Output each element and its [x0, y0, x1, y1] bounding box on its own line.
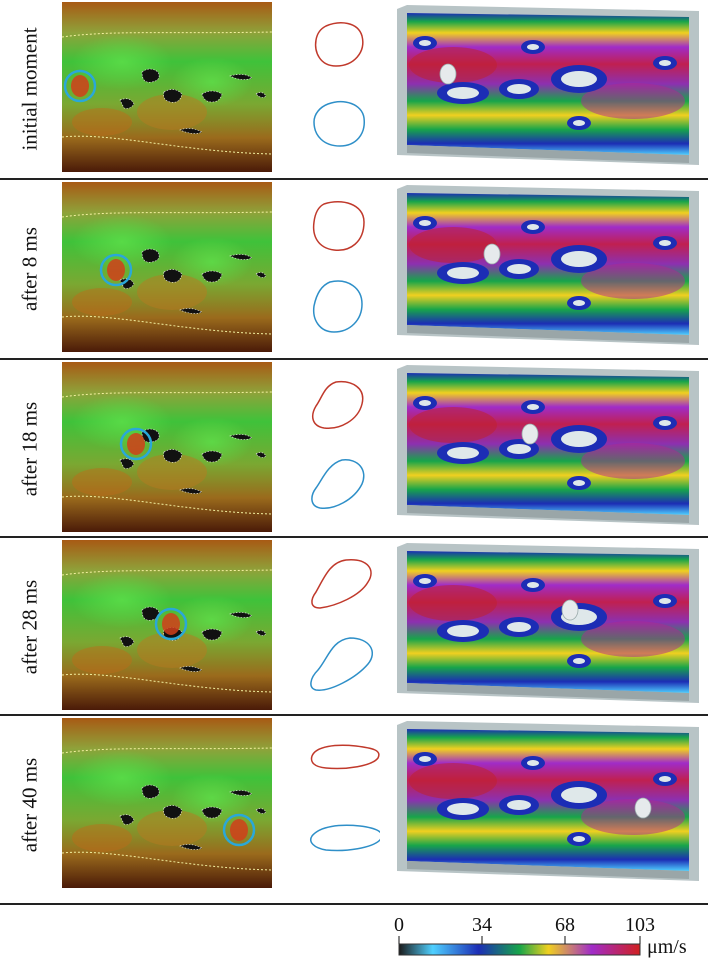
- velocity-field-simulation: [393, 543, 699, 713]
- velocity-field-simulation: [393, 365, 699, 535]
- velocity-field-simulation: [393, 721, 699, 891]
- microscopy-image: [62, 2, 272, 172]
- colorbar-gradient: [398, 936, 641, 956]
- simulated-shape-outline: [313, 100, 365, 147]
- tracked-cell-marker: [119, 427, 153, 461]
- timestep-row: after 28 ms: [0, 538, 708, 716]
- colorbar-unit: μm/s: [647, 936, 687, 958]
- experimental-shape-outline: [314, 22, 364, 67]
- timestep-label: initial moment: [17, 27, 42, 151]
- tracked-cell-marker: [63, 69, 97, 103]
- row-divider: [0, 903, 708, 905]
- row-divider: [0, 714, 708, 716]
- timestep-label: after 18 ms: [17, 401, 42, 497]
- simulated-cell: [561, 599, 579, 621]
- simulated-shape-outline: [310, 824, 383, 852]
- colorbar-tick-label: 0: [394, 914, 404, 936]
- timestep-label: after 28 ms: [17, 579, 42, 675]
- timestep-label-container: after 28 ms: [4, 538, 56, 716]
- experimental-shape-outline: [311, 380, 364, 429]
- timestep-row: after 18 ms: [0, 360, 708, 538]
- timestep-row: after 8 ms: [0, 180, 708, 358]
- timestep-label: after 8 ms: [17, 227, 42, 311]
- timestep-label-container: after 18 ms: [4, 360, 56, 538]
- cell-shape-outlines: [300, 190, 380, 350]
- simulated-cell: [521, 423, 539, 445]
- colorbar-tick-label: 103: [625, 914, 655, 936]
- simulated-cell: [439, 63, 457, 85]
- colorbar-tick-label: 68: [555, 914, 575, 936]
- microscopy-image: [62, 718, 272, 888]
- simulated-shape-outline: [310, 637, 373, 691]
- velocity-field-simulation: [393, 5, 699, 175]
- simulated-cell: [483, 243, 501, 265]
- simulated-shape-outline: [311, 459, 365, 509]
- microscopy-image: [62, 540, 272, 710]
- timestep-label-container: initial moment: [4, 0, 56, 178]
- experimental-shape-outline: [311, 559, 372, 609]
- timestep-label: after 40 ms: [17, 757, 42, 853]
- experimental-shape-outline: [312, 201, 365, 251]
- colorbar-tick-label: 34: [472, 914, 492, 936]
- cell-shape-outlines: [300, 10, 380, 170]
- microscopy-image: [62, 362, 272, 532]
- tracked-cell-marker: [154, 607, 188, 641]
- cell-shape-outlines: [300, 548, 380, 708]
- timestep-row: after 40 ms: [0, 716, 708, 894]
- tracked-cell-marker: [99, 253, 133, 287]
- row-divider: [0, 536, 708, 538]
- timestep-label-container: after 8 ms: [4, 180, 56, 358]
- row-divider: [0, 358, 708, 360]
- row-divider: [0, 178, 708, 180]
- simulated-shape-outline: [312, 280, 363, 333]
- cell-shape-outlines: [300, 726, 383, 886]
- timestep-label-container: after 40 ms: [4, 716, 56, 894]
- experimental-shape-outline: [310, 744, 380, 770]
- tracked-cell-marker: [222, 813, 256, 847]
- timestep-row: initial moment: [0, 0, 708, 178]
- velocity-colorbar: 0 34 68 103 μm/s: [390, 914, 708, 963]
- cell-shape-outlines: [300, 370, 380, 530]
- microscopy-image: [62, 182, 272, 352]
- simulated-cell: [634, 797, 652, 819]
- velocity-field-simulation: [393, 185, 699, 355]
